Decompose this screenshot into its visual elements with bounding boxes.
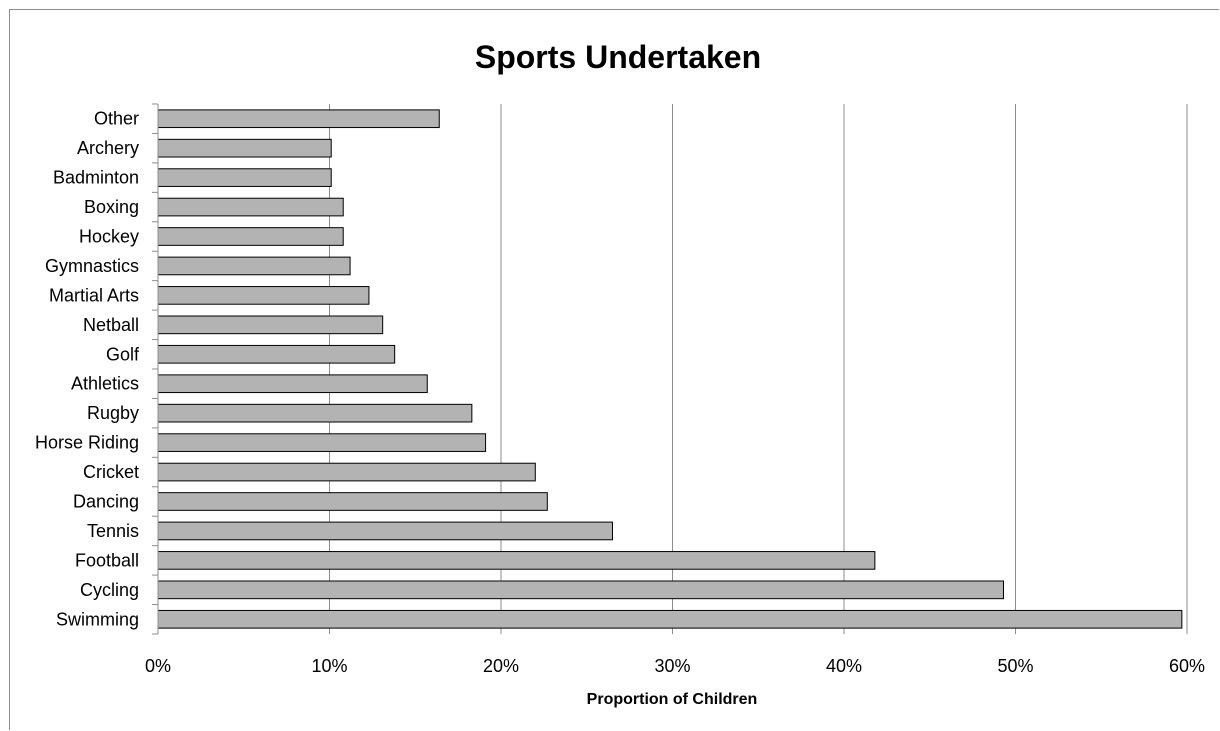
category-label: Football (75, 550, 139, 570)
axes (152, 103, 159, 635)
bars (157, 109, 1183, 629)
bar (157, 315, 384, 335)
chart-frame (9, 9, 1219, 730)
bar (157, 256, 351, 276)
x-axis-title: Proportion of Children (587, 691, 758, 708)
bar (157, 551, 876, 570)
category-label: Athletics (71, 374, 139, 394)
bar (157, 609, 1183, 629)
bar (157, 344, 396, 364)
x-tick-label: 60% (1169, 656, 1205, 676)
category-label: Cricket (83, 462, 139, 482)
bar (157, 521, 613, 541)
category-label: Golf (106, 344, 140, 364)
category-label: Horse Riding (35, 433, 139, 453)
bar (157, 492, 548, 511)
bar (157, 403, 473, 423)
category-label: Martial Arts (49, 285, 139, 305)
bar (157, 168, 332, 187)
gridlines (329, 104, 1188, 634)
category-label: Boxing (84, 197, 139, 217)
bar (157, 433, 487, 452)
x-tick-label: 20% (483, 656, 519, 676)
category-label: Netball (83, 315, 139, 335)
category-label: Swimming (56, 609, 139, 629)
bar (157, 286, 370, 305)
category-label: Hockey (79, 227, 139, 247)
category-labels: Other Archery Badminton Boxing Hockey Gymnast… (35, 109, 140, 630)
category-label: Tennis (87, 521, 139, 541)
chart-title: Sports Undertaken (475, 39, 761, 75)
category-label: Rugby (87, 403, 139, 423)
bar (157, 227, 344, 246)
category-label: Badminton (53, 168, 139, 188)
category-label: Cycling (80, 580, 139, 600)
category-label: Gymnastics (45, 256, 139, 276)
x-tick-label: 0% (145, 656, 171, 676)
category-label: Archery (77, 138, 139, 158)
bar (157, 138, 332, 158)
x-tick-label: 30% (654, 656, 690, 676)
bar (157, 580, 1004, 600)
x-tick-label: 40% (826, 656, 862, 676)
category-label: Dancing (73, 492, 139, 512)
category-label: Other (94, 109, 139, 129)
bar (157, 109, 440, 129)
bar (157, 374, 428, 394)
bar (157, 197, 344, 217)
x-tick-labels: 0% 10% 20% 30% 40% 50% 60% (145, 656, 1205, 676)
x-tick-label: 50% (997, 656, 1033, 676)
bar (157, 462, 536, 482)
x-tick-label: 10% (311, 656, 347, 676)
